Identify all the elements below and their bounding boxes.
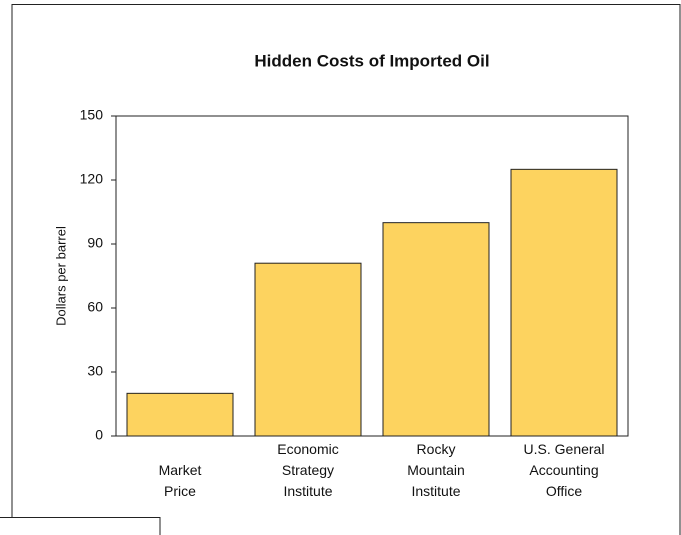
x-tick-label: Rocky Mountain Institute: [407, 441, 465, 499]
y-tick-label: 30: [87, 363, 103, 379]
plot-area: [115, 115, 629, 437]
bar: [254, 262, 362, 437]
frame-box: [0, 517, 161, 535]
chart-title: Hidden Costs of Imported Oil: [254, 51, 489, 70]
x-tick-label: Economic Strategy Institute: [277, 441, 339, 499]
y-tick-label: 0: [95, 427, 103, 443]
y-tick-label: 90: [87, 235, 103, 251]
x-tick-label: U.S. General Accounting Office: [523, 441, 605, 499]
frame: [11, 4, 681, 535]
x-tick-label: Market Price: [158, 462, 202, 499]
y-axis-label: Dollars per barrel: [53, 226, 68, 326]
y-tick-label: 60: [87, 299, 103, 315]
bar: [510, 168, 618, 437]
bar: [126, 392, 234, 437]
y-tick-label: 120: [80, 171, 104, 187]
y-tick-label: 150: [80, 107, 104, 123]
bar: [382, 222, 490, 437]
